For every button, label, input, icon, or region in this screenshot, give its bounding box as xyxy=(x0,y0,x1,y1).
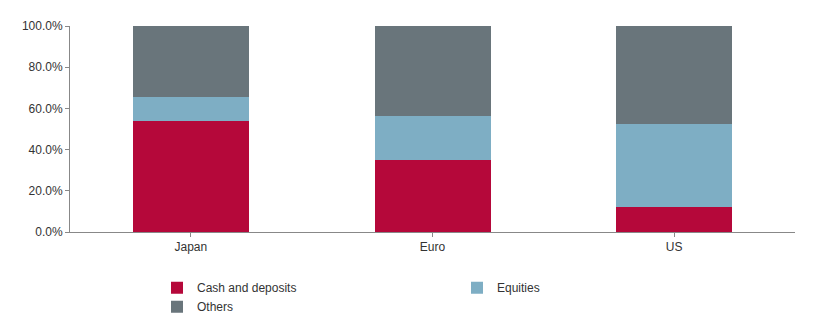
svg-text:100.0%: 100.0% xyxy=(22,19,63,33)
svg-text:Euro: Euro xyxy=(420,240,446,254)
svg-text:20.0%: 20.0% xyxy=(29,184,63,198)
svg-text:Others: Others xyxy=(197,300,233,314)
svg-text:Japan: Japan xyxy=(174,240,207,254)
svg-text:Equities: Equities xyxy=(497,281,540,295)
svg-text:Cash and deposits: Cash and deposits xyxy=(197,281,296,295)
svg-text:US: US xyxy=(666,240,683,254)
svg-text:80.0%: 80.0% xyxy=(29,60,63,74)
svg-text:0.0%: 0.0% xyxy=(35,225,63,239)
svg-text:40.0%: 40.0% xyxy=(29,143,63,157)
svg-text:60.0%: 60.0% xyxy=(29,102,63,116)
